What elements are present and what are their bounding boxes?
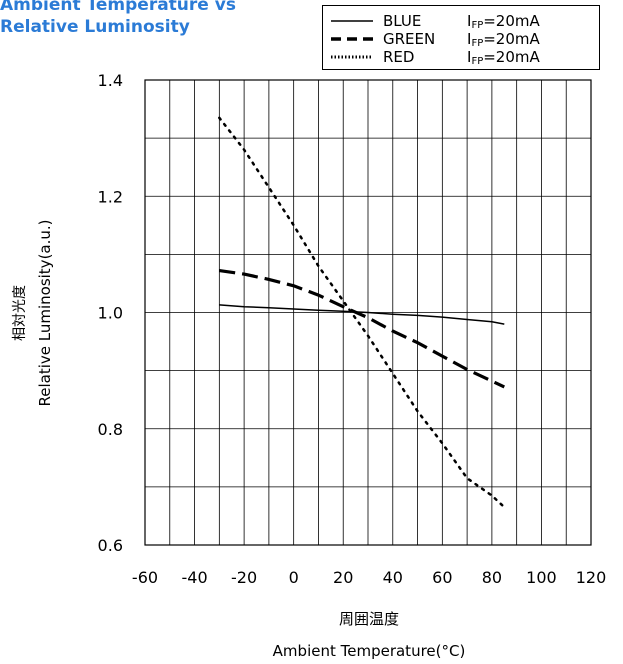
chart-title-line-2: Relative Luminosity [0,17,190,37]
y-tick-label: 0.8 [98,420,123,439]
grid [145,80,591,545]
legend-entry-blue: BLUE IFP=20mA [323,12,599,31]
legend-condition-blue: IFP=20mA [467,12,540,31]
y-tick-labels: 0.6 0.8 1.0 1.2 1.4 [98,71,123,555]
y-tick-label: 1.2 [98,187,123,206]
legend-entry-red: RED IFP=20mA [323,48,599,67]
series-lines [218,116,506,509]
x-tick-label: 80 [482,568,502,587]
x-tick-labels: -60 -40 -20 0 20 40 60 80 100 120 [132,568,606,587]
y-tick-label: 1.0 [98,304,123,323]
legend-swatch-red [331,55,373,59]
y-axis-label: Relative Luminosity(a.u.) [36,219,54,406]
x-tick-label: 120 [576,568,607,587]
legend-entry-green: GREEN IFP=20mA [323,30,599,49]
x-tick-label: -20 [231,568,257,587]
legend: BLUE IFP=20mA GREEN IFP=20mA RED IFP=20m… [322,5,600,70]
legend-label-green: GREEN [383,30,436,48]
y-tick-label: 0.6 [98,536,123,555]
legend-swatch-green [331,37,373,41]
series-line-green [219,269,505,389]
y-axis-label-cn: 相対光度 [12,285,28,341]
x-axis-label-cn: 周囲温度 [339,610,399,628]
legend-swatch-blue [331,20,373,22]
x-tick-label: 40 [383,568,403,587]
chart-title: Ambient Temperature vs Relative Luminosi… [0,0,236,38]
x-tick-label: 100 [526,568,557,587]
legend-label-blue: BLUE [383,12,422,30]
x-tick-label: -60 [132,568,158,587]
chart-title-line-1: Ambient Temperature vs [0,0,236,15]
series-line-red [218,116,506,509]
legend-condition-red: IFP=20mA [467,48,540,67]
x-tick-label: 0 [289,568,299,587]
legend-label-red: RED [383,48,415,66]
series-line-blue [219,304,505,325]
x-tick-label: -40 [181,568,207,587]
x-tick-label: 60 [432,568,452,587]
legend-condition-green: IFP=20mA [467,30,540,49]
x-axis-label: Ambient Temperature(°C) [273,642,466,660]
x-tick-label: 20 [333,568,353,587]
y-tick-label: 1.4 [98,71,123,90]
